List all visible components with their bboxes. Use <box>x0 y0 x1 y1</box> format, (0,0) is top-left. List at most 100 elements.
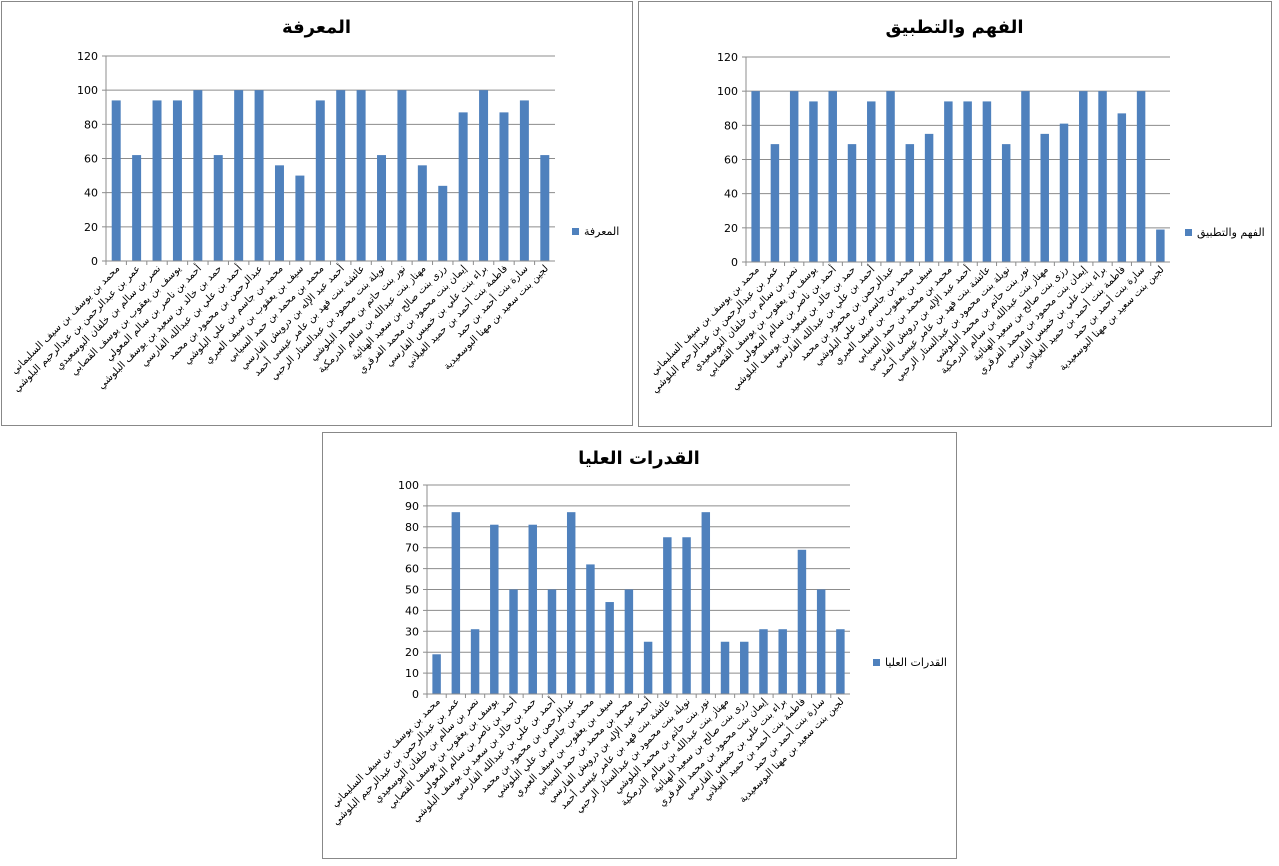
bar <box>193 90 203 262</box>
bar <box>797 549 807 694</box>
y-tick-label: 40 <box>724 188 738 201</box>
bar <box>624 589 634 694</box>
y-tick-label: 20 <box>724 222 738 235</box>
bar <box>458 112 468 261</box>
bar <box>982 101 992 263</box>
bar <box>605 602 614 694</box>
y-tick-label: 60 <box>724 154 738 167</box>
bar <box>720 641 730 694</box>
bar <box>566 512 576 694</box>
bar <box>519 100 529 262</box>
bar <box>111 100 121 262</box>
y-tick-label: 60 <box>405 563 419 576</box>
bar <box>438 185 448 261</box>
legend-label: المعرفة <box>584 225 619 238</box>
bar <box>816 589 826 694</box>
bar <box>643 641 653 694</box>
bar <box>682 537 691 694</box>
bar <box>397 90 407 262</box>
bar <box>759 629 768 694</box>
y-tick-label: 0 <box>91 255 98 268</box>
y-tick-label: 0 <box>731 256 738 269</box>
bar <box>356 90 366 262</box>
legend-label: القدرات العليا <box>885 656 947 669</box>
bar <box>701 512 711 694</box>
y-tick-label: 120 <box>77 50 98 63</box>
bar <box>540 155 550 261</box>
legend-label: الفهم والتطبيق <box>1197 226 1265 240</box>
bar <box>234 90 244 262</box>
bar <box>751 91 760 263</box>
bar <box>789 91 799 263</box>
bar <box>254 90 264 262</box>
y-tick-label: 90 <box>405 500 419 513</box>
chart-title: المعرفة <box>282 17 351 38</box>
bar <box>417 165 427 261</box>
y-tick-label: 40 <box>84 187 98 200</box>
bar <box>663 537 672 694</box>
chart-title: الفهم والتطبيق <box>885 17 1023 38</box>
bar <box>490 524 499 694</box>
bar <box>336 90 346 262</box>
bar <box>1156 229 1165 262</box>
bar <box>828 91 837 263</box>
bar <box>886 91 895 263</box>
bar <box>770 144 780 262</box>
bar <box>274 165 284 261</box>
y-tick-label: 100 <box>398 479 419 492</box>
y-tick-label: 50 <box>405 584 419 597</box>
bar <box>847 144 857 262</box>
y-tick-label: 80 <box>724 119 738 132</box>
y-tick-label: 100 <box>77 84 98 97</box>
bar <box>944 101 953 263</box>
chart-panel <box>322 432 957 859</box>
bar <box>1001 144 1011 262</box>
y-tick-label: 100 <box>717 85 738 98</box>
bar <box>1059 123 1069 262</box>
bar <box>1021 91 1030 263</box>
bar <box>1117 113 1127 262</box>
bar <box>499 112 509 261</box>
bar <box>547 589 557 694</box>
bar <box>1040 133 1049 262</box>
bar <box>1098 91 1107 263</box>
y-tick-label: 10 <box>405 667 419 680</box>
bar <box>924 133 934 262</box>
chart-title: القدرات العليا <box>578 448 700 469</box>
bar <box>1079 91 1088 263</box>
bar <box>740 641 749 694</box>
bar <box>315 100 325 262</box>
y-tick-label: 0 <box>412 688 419 701</box>
bar <box>152 100 162 262</box>
bar <box>867 101 876 263</box>
bar <box>451 512 461 694</box>
bar <box>377 155 387 261</box>
bar <box>132 155 142 261</box>
bar <box>213 155 223 261</box>
bar <box>479 90 489 262</box>
legend-swatch <box>873 659 880 666</box>
y-tick-label: 20 <box>405 646 419 659</box>
y-tick-label: 120 <box>717 51 738 64</box>
y-tick-label: 20 <box>84 221 98 234</box>
bar <box>586 564 595 694</box>
y-tick-label: 30 <box>405 625 419 638</box>
chart-panel <box>638 1 1272 427</box>
bar <box>172 100 182 262</box>
bar <box>528 524 537 694</box>
bar <box>470 629 480 694</box>
bar <box>963 101 972 263</box>
bar <box>432 654 441 694</box>
bar <box>905 144 915 262</box>
y-tick-label: 70 <box>405 542 419 555</box>
bar <box>509 589 518 694</box>
y-tick-label: 80 <box>405 521 419 534</box>
legend-swatch <box>1185 229 1192 236</box>
y-tick-label: 40 <box>405 604 419 617</box>
bar <box>295 175 305 261</box>
bar <box>809 101 818 263</box>
bar <box>836 629 845 694</box>
y-tick-label: 80 <box>84 118 98 131</box>
y-tick-label: 60 <box>84 153 98 166</box>
